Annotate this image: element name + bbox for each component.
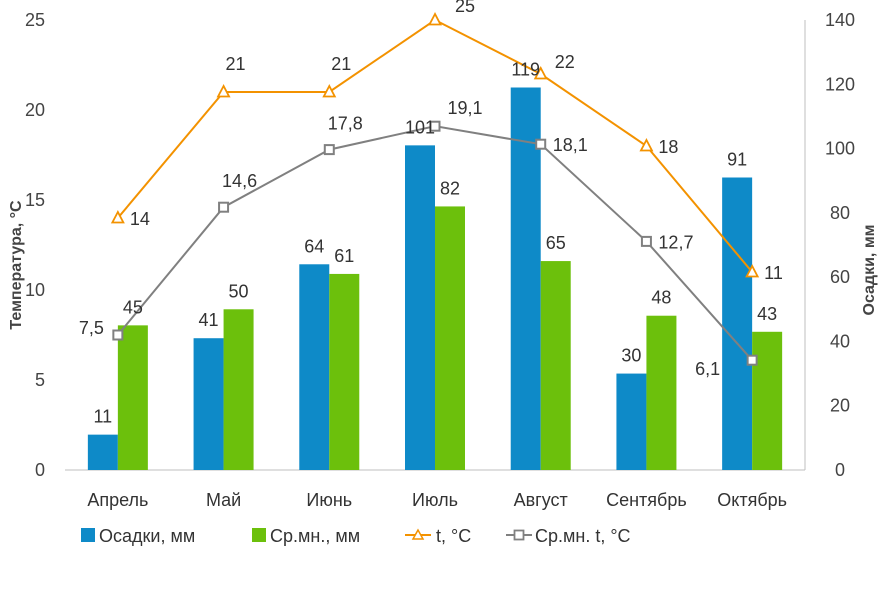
line-data-label: 6,1 <box>695 359 720 379</box>
left-tick-label: 10 <box>25 280 45 300</box>
bar-data-label: 43 <box>757 304 777 324</box>
x-category-label: Август <box>514 490 568 510</box>
avg-temp-marker <box>323 144 335 156</box>
legend-marker-temp <box>411 528 425 540</box>
bar-precip <box>405 145 435 470</box>
bar-avg-precip <box>223 309 254 470</box>
left-tick-label: 20 <box>25 100 45 120</box>
legend-label-precip: Осадки, мм <box>99 526 195 546</box>
bar-avg-precip <box>117 325 148 470</box>
x-category-label: Июнь <box>306 490 352 510</box>
avg-temp-marker <box>746 354 758 366</box>
left-tick-label: 15 <box>25 190 45 210</box>
line-data-label: 18 <box>658 137 678 157</box>
x-category-label: Май <box>206 490 241 510</box>
line-data-label: 19,1 <box>447 98 482 118</box>
bar-data-label: 11 <box>94 407 113 427</box>
data-labels: 11 41 64 101 119 30 91 45 50 61 82 65 48 43 14 21 21 25 22… <box>79 0 783 427</box>
bar-data-label: 30 <box>621 346 641 366</box>
bar-avg-precip <box>540 261 571 470</box>
x-category-label: Октябрь <box>717 490 787 510</box>
bar-data-label: 61 <box>334 246 354 266</box>
right-tick-label: 60 <box>830 267 850 287</box>
temp-marker <box>110 210 125 224</box>
bar-precip <box>722 177 753 470</box>
bar-precip <box>510 87 541 470</box>
bar-data-label: 64 <box>304 236 324 256</box>
temp-marker <box>533 66 548 80</box>
right-tick-label: 40 <box>830 331 850 351</box>
bar-avg-precip <box>329 273 360 470</box>
x-category-label: Сентябрь <box>606 490 687 510</box>
right-tick-label: 120 <box>825 74 855 94</box>
bar-data-label: 101 <box>405 117 435 137</box>
line-data-label: 7,5 <box>79 318 104 338</box>
y-axis-right-title: Осадки, мм <box>861 225 878 316</box>
legend-swatch-avg-precip <box>252 528 266 542</box>
bar-data-label: 65 <box>546 233 566 253</box>
avg-temp-marker <box>640 235 652 247</box>
bar-precip <box>87 434 118 470</box>
bar-precip <box>616 373 647 470</box>
line-data-label: 21 <box>331 54 351 74</box>
line-data-label: 22 <box>555 52 575 72</box>
y-axis-left-title: Температура, °C <box>8 200 25 330</box>
line-data-label: 14 <box>130 209 150 229</box>
line-data-label: 14,6 <box>222 171 257 191</box>
left-tick-label: 25 <box>25 10 45 30</box>
temp-marker <box>428 12 442 26</box>
right-axis-ticks: 0 20 40 60 80 100 120 140 <box>825 10 855 480</box>
line-data-label: 21 <box>226 54 246 74</box>
bar-avg-precip <box>435 206 465 470</box>
right-tick-label: 20 <box>830 396 850 416</box>
bar-data-label: 48 <box>651 288 671 308</box>
temp-marker <box>216 84 231 98</box>
bar-data-label: 119 <box>511 60 540 80</box>
bar-data-label: 82 <box>440 178 460 198</box>
line-data-label: 18,1 <box>553 135 588 155</box>
bar-data-label: 50 <box>229 281 249 301</box>
avg-temp-marker <box>218 201 230 213</box>
right-tick-label: 80 <box>830 203 850 223</box>
line-data-label: 11 <box>764 263 783 283</box>
right-tick-label: 140 <box>825 10 855 30</box>
bar-data-label: 45 <box>123 297 143 317</box>
line-data-label: 17,8 <box>328 114 363 134</box>
line-data-label: 25 <box>455 0 475 16</box>
right-tick-label: 0 <box>835 460 845 480</box>
bars <box>87 87 783 470</box>
temp-marker <box>322 84 337 98</box>
avg-temp-marker <box>112 329 124 341</box>
bar-avg-precip <box>646 315 677 470</box>
legend: Осадки, мм Ср.мн., мм t, °C Ср.мн. t, °C <box>81 526 631 546</box>
category-labels: Апрель Май Июнь Июль Август Сентябрь Октябрь <box>87 490 787 510</box>
left-axis-ticks: 0 5 10 15 20 25 <box>25 10 45 480</box>
avg-temp-marker <box>535 138 547 150</box>
avg-temp-marker <box>429 120 441 132</box>
bar-data-label: 91 <box>727 150 747 170</box>
x-category-label: Июль <box>412 490 458 510</box>
legend-swatch-precip <box>81 528 95 542</box>
bar-avg-precip <box>752 331 783 470</box>
left-tick-label: 5 <box>35 370 45 390</box>
bar-precip <box>193 338 224 470</box>
line-data-label: 12,7 <box>658 232 693 252</box>
bar-data-label: 41 <box>199 310 219 330</box>
legend-label-avg-precip: Ср.мн., мм <box>270 526 360 546</box>
temp-marker <box>639 138 654 152</box>
lines <box>110 12 760 366</box>
legend-label-avg-temp: Ср.мн. t, °C <box>535 526 631 546</box>
left-tick-label: 0 <box>35 460 45 480</box>
temp-marker <box>745 264 760 278</box>
bar-precip <box>299 264 330 470</box>
x-category-label: Апрель <box>87 490 148 510</box>
legend-marker-avg-temp <box>513 529 525 541</box>
legend-label-temp: t, °C <box>436 526 471 546</box>
right-tick-label: 100 <box>825 139 855 159</box>
